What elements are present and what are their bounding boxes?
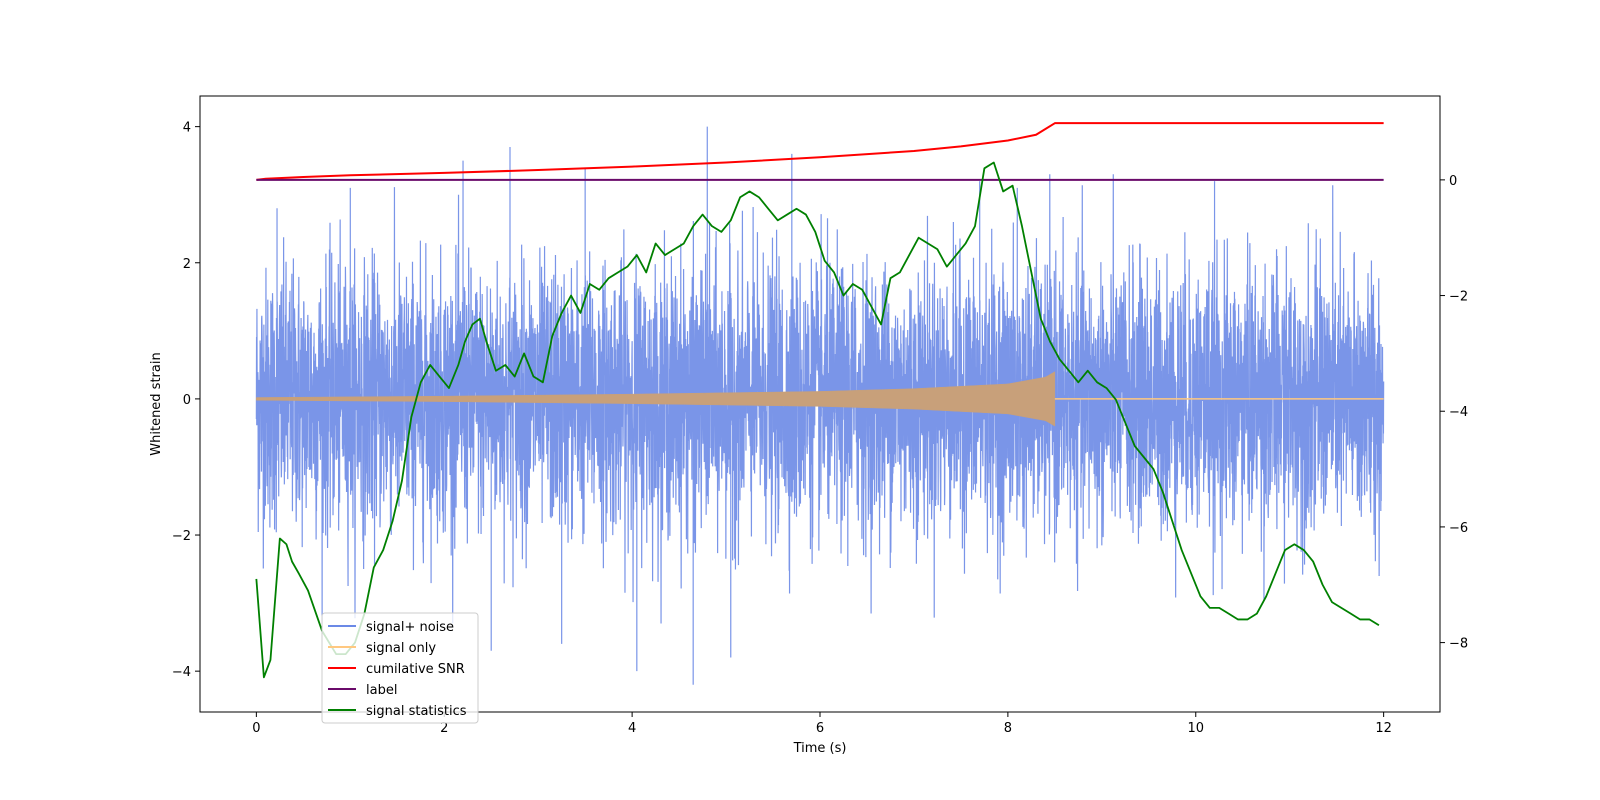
legend-label: signal only	[366, 641, 436, 656]
x-tick-label: 8	[1004, 721, 1012, 736]
x-tick-label: 10	[1187, 721, 1204, 736]
series-signal-only	[256, 371, 1056, 427]
x-tick-label: 0	[252, 721, 260, 736]
x-tick-label: 6	[816, 721, 824, 736]
y-axis-right: −8 −6 −4 −2 0	[1440, 174, 1468, 652]
legend-box	[321, 612, 479, 724]
x-tick-label: 4	[628, 721, 636, 736]
y-tick-label: −2	[172, 529, 191, 544]
series-signal-noise	[255, 126, 1385, 685]
legend-label: signal+ noise	[366, 620, 454, 635]
legend: signal+ noise signal only cumilative SNR la…	[321, 612, 479, 724]
y2-tick-label: 0	[1449, 174, 1457, 189]
y2-tick-label: −4	[1449, 405, 1468, 420]
x-axis-label: Time (s)	[793, 741, 847, 756]
y-tick-label: 0	[183, 393, 191, 408]
y2-tick-label: −2	[1449, 290, 1468, 305]
x-tick-label: 2	[440, 721, 448, 736]
legend-label: label	[366, 683, 397, 698]
y-axis-left: −4 −2 0 2 4	[172, 121, 200, 680]
series-cumulative-snr	[256, 122, 1384, 181]
y-tick-label: 2	[183, 257, 191, 272]
y2-tick-label: −6	[1449, 521, 1468, 536]
y2-tick-label: −8	[1449, 637, 1468, 652]
plot-area	[255, 122, 1385, 685]
legend-label: signal statistics	[366, 704, 467, 719]
y-tick-label: 4	[183, 121, 191, 136]
legend-label: cumilative SNR	[366, 662, 465, 677]
y-axis-label: Whitened strain	[149, 352, 164, 455]
y-tick-label: −4	[172, 665, 191, 680]
series-signal-statistics	[255, 161, 1380, 679]
x-axis: 0 2 4 6 8 10 12	[252, 712, 1392, 736]
x-tick-label: 12	[1375, 721, 1392, 736]
